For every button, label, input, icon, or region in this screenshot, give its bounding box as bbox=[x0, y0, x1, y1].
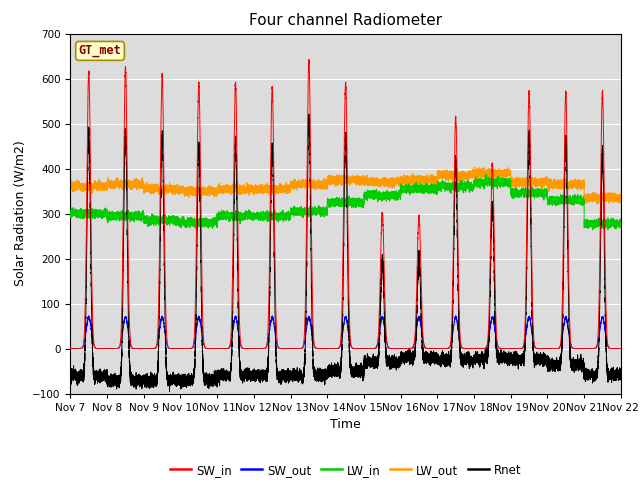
Rnet bbox=[67, 375, 74, 381]
Rnet bbox=[305, 111, 313, 117]
LW_out bbox=[67, 181, 74, 187]
LW_in bbox=[617, 225, 625, 230]
Legend: SW_in, SW_out, LW_in, LW_out, Rnet: SW_in, SW_out, LW_in, LW_out, Rnet bbox=[165, 459, 526, 480]
LW_out bbox=[593, 201, 601, 207]
LW_out bbox=[516, 177, 524, 182]
Rnet bbox=[617, 377, 625, 383]
LW_in bbox=[495, 182, 503, 188]
SW_in bbox=[67, 346, 74, 351]
SW_out bbox=[95, 346, 103, 351]
SW_in bbox=[95, 346, 103, 351]
Rnet bbox=[509, 352, 516, 358]
LW_out bbox=[509, 180, 516, 186]
LW_out bbox=[480, 169, 488, 175]
Line: SW_out: SW_out bbox=[70, 316, 621, 348]
SW_in bbox=[509, 346, 516, 351]
SW_in bbox=[305, 57, 313, 62]
Y-axis label: Solar Radiation (W/m2): Solar Radiation (W/m2) bbox=[13, 141, 27, 287]
LW_out bbox=[418, 180, 426, 186]
Rnet bbox=[480, 357, 488, 362]
X-axis label: Time: Time bbox=[330, 418, 361, 431]
SW_out bbox=[67, 346, 74, 351]
LW_in bbox=[480, 178, 488, 184]
SW_in bbox=[480, 346, 488, 351]
SW_in bbox=[495, 346, 503, 351]
SW_out bbox=[495, 345, 503, 351]
Line: LW_out: LW_out bbox=[70, 167, 621, 204]
SW_in bbox=[516, 346, 524, 351]
SW_out bbox=[509, 346, 516, 351]
SW_out bbox=[452, 313, 460, 319]
Rnet bbox=[516, 355, 524, 360]
Rnet bbox=[495, 357, 503, 362]
SW_in bbox=[617, 346, 625, 351]
LW_in bbox=[67, 210, 74, 216]
Rnet bbox=[166, 388, 173, 394]
Rnet bbox=[418, 331, 426, 336]
Text: GT_met: GT_met bbox=[79, 44, 122, 58]
LW_in bbox=[516, 192, 524, 197]
Line: LW_in: LW_in bbox=[70, 174, 621, 230]
Line: Rnet: Rnet bbox=[70, 114, 621, 391]
LW_in bbox=[95, 210, 103, 216]
SW_out bbox=[617, 346, 625, 351]
LW_out bbox=[617, 193, 625, 199]
LW_in bbox=[483, 171, 490, 177]
SW_out bbox=[516, 346, 524, 351]
LW_out bbox=[471, 164, 479, 170]
Line: SW_in: SW_in bbox=[70, 60, 621, 348]
SW_out bbox=[480, 346, 488, 351]
LW_out bbox=[95, 181, 103, 187]
Title: Four channel Radiometer: Four channel Radiometer bbox=[249, 13, 442, 28]
LW_in bbox=[418, 185, 426, 191]
Rnet bbox=[95, 374, 103, 380]
LW_out bbox=[495, 167, 503, 173]
SW_out bbox=[418, 329, 426, 335]
LW_in bbox=[509, 193, 516, 199]
LW_in bbox=[589, 227, 596, 233]
SW_in bbox=[418, 304, 426, 310]
